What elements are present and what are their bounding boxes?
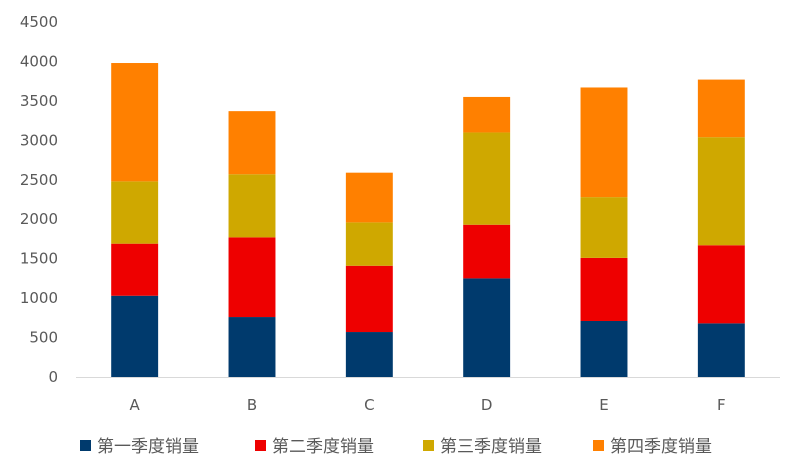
y-tick-label: 1500 [20, 250, 58, 268]
legend-item: 第四季度销量 [593, 437, 712, 457]
bar-segment [228, 111, 276, 175]
y-tick-label: 1000 [20, 289, 58, 307]
bar-segment [580, 320, 628, 377]
y-tick-label: 4500 [20, 13, 58, 31]
bar-segment [345, 332, 393, 377]
legend-label: 第一季度销量 [97, 437, 199, 457]
legend-item: 第三季度销量 [423, 437, 542, 457]
bar-segment [580, 257, 628, 321]
legend-swatch [255, 440, 266, 451]
y-tick-label: 2500 [20, 171, 58, 189]
legend-swatch [423, 440, 434, 451]
y-tick-label: 2000 [20, 210, 58, 228]
bar-segment [697, 323, 745, 377]
legend-swatch [80, 440, 91, 451]
bar-segment [111, 63, 159, 182]
legend-label: 第四季度销量 [610, 437, 712, 457]
legend-label: 第二季度销量 [272, 437, 374, 457]
bar-segment [111, 181, 159, 244]
bar-segment [463, 96, 511, 133]
bar-segment [463, 224, 511, 279]
x-axis: A B C D E F [76, 377, 780, 414]
y-tick-label: 4000 [20, 52, 58, 70]
bar-segment [697, 79, 745, 138]
bar-segment [111, 295, 159, 377]
bar-segment [345, 172, 393, 223]
bar-segment [111, 243, 159, 296]
bar-segment [697, 245, 745, 324]
bar-segment [228, 237, 276, 318]
y-axis: 0 500 1000 1500 2000 2500 3000 3500 4000 4500 [20, 13, 58, 386]
legend-item: 第二季度销量 [255, 437, 374, 457]
x-tick-label: E [599, 396, 608, 414]
bar-segment [580, 197, 628, 258]
y-tick-label: 500 [29, 329, 58, 347]
y-tick-label: 3000 [20, 131, 58, 149]
legend-label: 第三季度销量 [440, 437, 542, 457]
legend-item: 第一季度销量 [80, 437, 199, 457]
bar-segment [463, 132, 511, 225]
bars [111, 63, 745, 377]
bar-segment [697, 137, 745, 246]
x-tick-label: F [717, 396, 726, 414]
legend-swatch [593, 440, 604, 451]
y-tick-label: 3500 [20, 92, 58, 110]
bar-segment [345, 265, 393, 333]
x-tick-label: A [130, 396, 141, 414]
y-tick-label: 0 [48, 368, 58, 386]
bar-segment [228, 317, 276, 377]
bar-segment [580, 87, 628, 198]
x-tick-label: B [247, 396, 257, 414]
x-tick-label: D [481, 396, 493, 414]
legend: 第一季度销量 第二季度销量 第三季度销量 第四季度销量 [80, 437, 712, 457]
x-tick-label: C [364, 396, 374, 414]
bar-segment [463, 278, 511, 377]
bar-segment [345, 222, 393, 266]
bar-segment [228, 174, 276, 238]
